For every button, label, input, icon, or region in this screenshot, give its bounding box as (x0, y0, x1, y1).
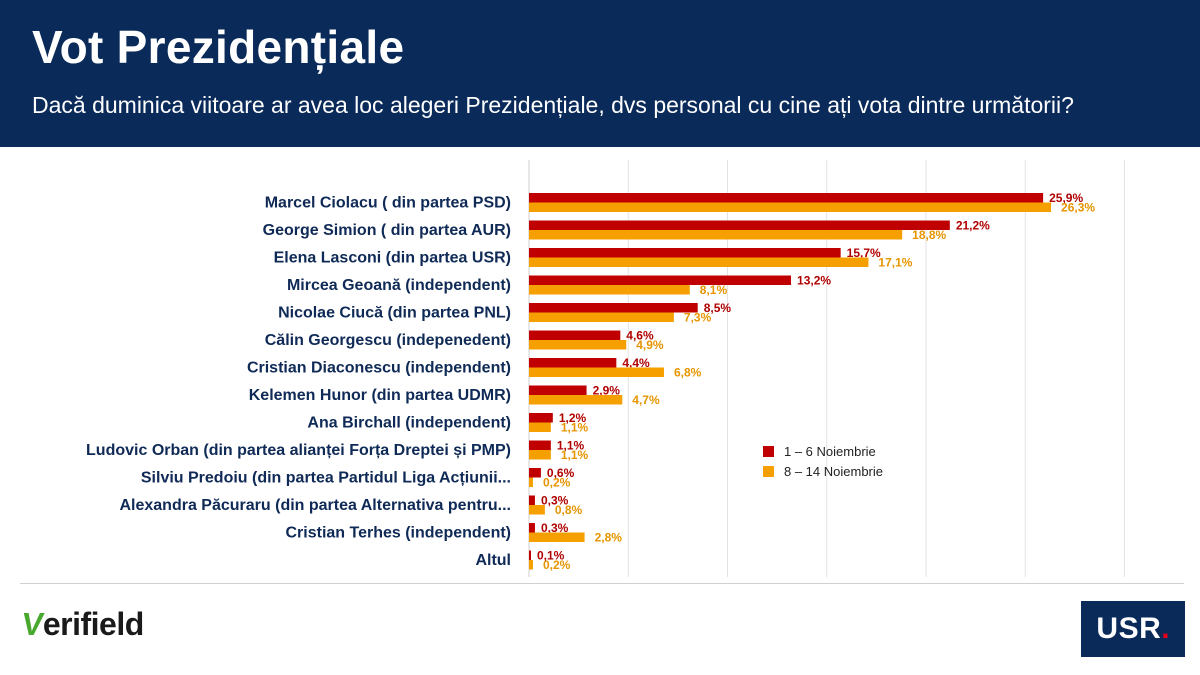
bar (529, 358, 617, 368)
category-label: Kelemen Hunor (din partea UDMR) (249, 387, 511, 404)
bar (529, 505, 545, 515)
header-banner: Vot Prezidențiale Dacă duminica viitoare… (0, 0, 1200, 147)
data-label: 7,3% (684, 311, 712, 325)
bar (529, 248, 841, 258)
bar (529, 560, 533, 570)
legend-swatch (763, 466, 774, 477)
bar (529, 495, 535, 505)
verifield-logo-text: erifield (42, 606, 144, 642)
bar (529, 275, 792, 285)
bar (529, 340, 627, 350)
category-label: Altul (475, 552, 511, 569)
footer-divider (20, 583, 1184, 584)
verifield-logo-mark: V (19, 606, 46, 642)
bar (529, 312, 674, 322)
bar (529, 193, 1044, 203)
page-subtitle: Dacă duminica viitoare ar avea loc alege… (32, 92, 1074, 118)
category-label: Cristian Diaconescu (independent) (247, 360, 511, 377)
bar (529, 220, 950, 230)
category-label: Ana Birchall (independent) (307, 415, 511, 432)
usr-logo-text: USR (1096, 612, 1162, 645)
bar (529, 385, 587, 395)
data-label: 1,2% (559, 411, 587, 425)
bar (529, 550, 531, 560)
category-label: Nicolae Ciucă (din partea PNL) (278, 305, 511, 322)
data-label: 0,6% (547, 466, 575, 480)
data-label: 8,5% (704, 301, 732, 315)
data-label: 25,9% (1049, 191, 1083, 205)
bar (529, 330, 621, 340)
category-label: Silviu Predoiu (din partea Partidul Liga… (141, 470, 511, 487)
data-label: 4,7% (632, 393, 660, 407)
category-label: Cristian Terhes (independent) (285, 525, 511, 542)
page-title: Vot Prezidențiale (32, 21, 405, 73)
legend-label: 8 – 14 Noiembrie (784, 464, 883, 479)
bar (529, 440, 551, 450)
data-label: 26,3% (1061, 201, 1095, 215)
bar (529, 450, 551, 460)
category-label: Elena Lasconi (din partea USR) (274, 250, 511, 267)
data-label: 15,7% (847, 246, 881, 260)
data-label: 0,2% (543, 558, 571, 572)
data-label: 21,2% (956, 219, 990, 233)
bar (529, 477, 533, 487)
data-label: 6,8% (674, 366, 702, 380)
data-label: 1,1% (561, 448, 589, 462)
bar (529, 468, 541, 478)
data-label: 17,1% (878, 256, 912, 270)
bar (529, 202, 1052, 212)
category-label: George Simion ( din partea AUR) (263, 222, 511, 239)
data-label: 1,1% (557, 439, 585, 453)
bar (529, 285, 690, 295)
data-label: 4,4% (622, 356, 650, 370)
bar (529, 422, 551, 432)
data-label: 2,9% (593, 384, 621, 398)
category-label: Alexandra Păcuraru (din partea Alternati… (119, 497, 511, 514)
data-label: 0,3% (541, 494, 569, 508)
category-label: Călin Georgescu (indepenedent) (265, 332, 511, 349)
bar (529, 395, 623, 405)
data-label: 18,8% (912, 228, 946, 242)
category-label: Mircea Geoană (independent) (287, 277, 511, 294)
data-label: 8,1% (700, 283, 728, 297)
data-label: 0,3% (541, 521, 569, 535)
bar (529, 257, 869, 267)
bar (529, 367, 664, 377)
bar (529, 413, 553, 423)
data-label: 13,2% (797, 274, 831, 288)
category-label: Ludovic Orban (din partea alianței Forța… (86, 442, 511, 459)
bar (529, 532, 585, 542)
legend-swatch (763, 446, 774, 457)
bar (529, 523, 535, 533)
legend-label: 1 – 6 Noiembrie (784, 444, 876, 459)
bar-chart: Marcel Ciolacu ( din partea PSD) 25,9%26,… (86, 160, 1125, 577)
category-label: Marcel Ciolacu ( din partea PSD) (265, 195, 511, 212)
bar (529, 230, 903, 240)
data-label: 0,8% (555, 503, 583, 517)
data-label: 4,6% (626, 329, 654, 343)
data-label: 0,1% (537, 549, 565, 563)
usr-logo-dot: . (1161, 612, 1170, 645)
data-label: 4,9% (636, 338, 664, 352)
data-label: 1,1% (561, 421, 589, 435)
data-label: 0,2% (543, 476, 571, 490)
usr-logo: USR. (1081, 601, 1185, 657)
data-label: 2,8% (595, 531, 623, 545)
bar (529, 303, 698, 313)
